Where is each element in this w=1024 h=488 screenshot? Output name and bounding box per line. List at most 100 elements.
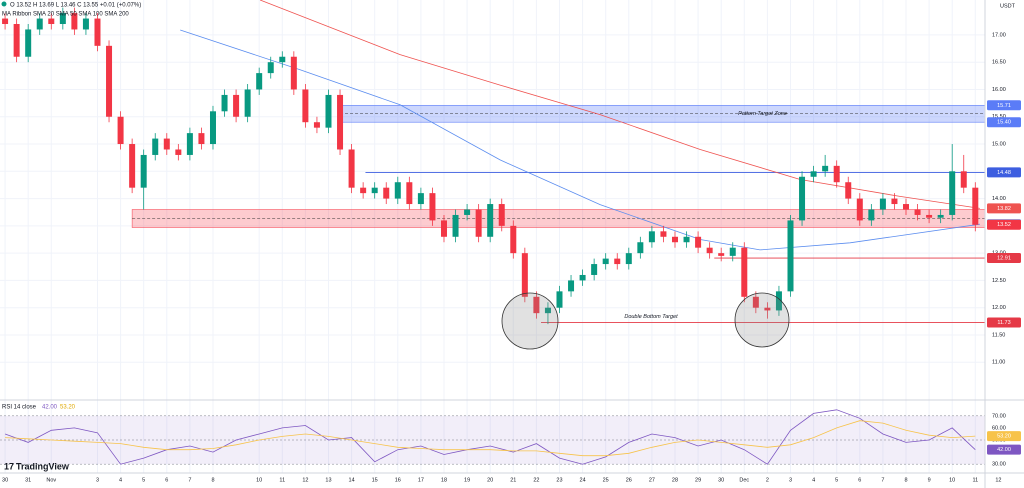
bottom-marker [501,292,559,350]
candle-body [59,13,66,25]
zone-price-label-box [987,100,1021,111]
candle-body [209,111,216,145]
ohlc-header: O 13.52 H 13.69 L 13.46 C 13.55 +0.01 (+… [10,3,141,9]
x-tick-label: 7 [881,477,884,483]
x-tick-label: 31 [25,477,31,483]
indicator-header: MA Ribbon SMA 20 SMA 50 SMA 100 SMA 200 [2,12,129,18]
x-tick-label: 6 [858,477,861,483]
rsi-value-label: 42.00 [997,447,1011,453]
y-tick-label: 11.50 [992,332,1005,338]
x-tick-label: 10 [949,477,955,483]
x-tick-label: 18 [441,477,447,483]
candle-body [498,204,505,226]
x-tick-label: 5 [835,477,838,483]
x-tick-label: 6 [165,477,168,483]
candle-body [544,307,551,314]
rsi-header: RSI 14 close [2,405,37,411]
candle-body [129,144,136,188]
candle-body [163,138,170,150]
currency: USDT [1000,3,1016,9]
candle-body [937,214,944,218]
candle-body [775,291,782,311]
candle-body [810,171,817,177]
candle-body [117,116,124,145]
x-tick-label: 13 [325,477,331,483]
x-tick-label: 28 [672,477,678,483]
candle-body [25,29,32,57]
x-tick-label: 7 [188,477,191,483]
candle-body [556,291,563,308]
candle-body [175,149,182,155]
x-tick-label: 4 [119,477,122,483]
brand-logo: 17 [4,461,14,471]
candle-body [13,24,20,57]
candle-body [660,231,667,237]
bottom-marker [734,292,790,348]
x-tick-label: 4 [812,477,815,483]
candle-body [106,45,113,117]
candle-body [602,258,609,265]
candle-body [48,18,55,25]
x-tick-label: 9 [928,477,931,483]
candle-body [879,198,886,210]
candle-body [926,214,933,218]
y-tick-label: 60.00 [992,425,1006,431]
level-price-label-box [987,167,1021,178]
y-tick-label: 14.00 [992,196,1006,202]
candle-body [533,296,540,314]
level-price-label: 12.91 [997,256,1011,262]
y-tick-label: 30.00 [992,462,1006,468]
candle-body [440,220,447,237]
candle-body [683,236,690,243]
candle-body [325,94,332,128]
candle-body [186,133,193,155]
rsi-value-label-box [987,444,1021,455]
candle-body [510,225,517,254]
candle-body [406,182,413,205]
candle-body [637,242,644,254]
x-tick-label: Nov [46,477,56,483]
x-tick-label: 23 [556,477,562,483]
ma-price-label-box [987,203,1021,214]
rsi-line [5,420,976,457]
candle-body [2,18,9,25]
candle-body [695,236,702,248]
candle-body [302,89,309,123]
level-price-label: 11.73 [997,320,1010,326]
x-tick-label: 8 [904,477,907,483]
y-tick-label: 12.00 [992,305,1006,311]
candle-body [94,18,101,46]
candle-body [394,182,401,199]
candle-body [902,204,909,210]
candle-body [625,253,632,265]
ma-price-label: 13.82 [997,206,1011,212]
moving-average [180,29,980,251]
candle-body [429,193,436,221]
candle-body [891,198,898,205]
last-price-label: 13.52 [997,222,1011,228]
candle-body [706,247,713,254]
level-price-label: 14.48 [997,170,1011,176]
candle-body [648,231,655,243]
candle-body [868,209,875,221]
candle-body [718,253,725,256]
candle-body [221,94,228,112]
candle-body [764,307,771,311]
candle-body [579,274,586,281]
level-price-label-box [987,253,1021,264]
candle-body [82,18,89,30]
candle-body [856,198,863,221]
candle-body [290,56,297,90]
x-tick-label: 24 [580,477,586,483]
candle-body [671,236,678,243]
candle-body [949,171,956,215]
x-tick-label: 29 [695,477,701,483]
candle-body [267,62,274,74]
candle-body [36,18,43,30]
candle-body [233,94,240,117]
y-tick-label: 12.50 [992,278,1006,284]
x-tick-label: 15 [372,477,378,483]
candle-body [313,122,320,128]
level-label: Double Bottom Target [624,314,678,320]
candle-body [152,138,159,155]
